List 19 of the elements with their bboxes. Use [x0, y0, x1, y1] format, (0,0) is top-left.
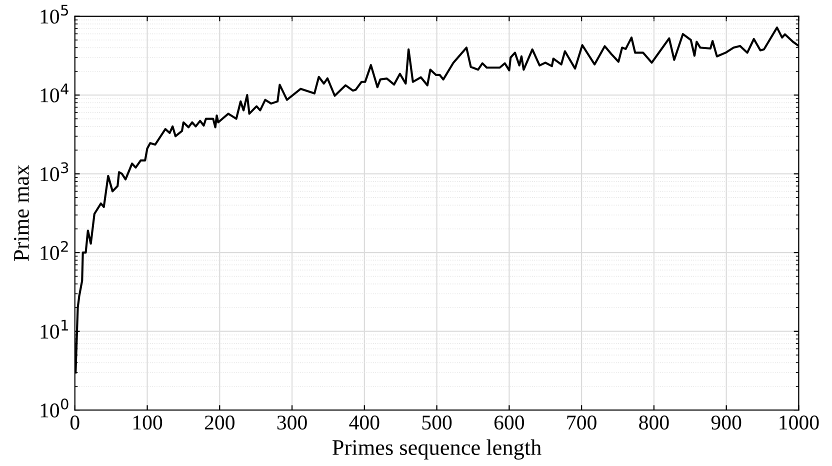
y-tick-label: 10$^{4}$ [40, 84, 68, 102]
x-tick-label: 700 [567, 416, 596, 430]
x-axis-title: Primes sequence length [332, 439, 542, 460]
y-tick-label: 10$^{5}$ [40, 4, 68, 24]
y-tick-label: 10$^{3}$ [40, 162, 68, 182]
x-tick-label: 800 [639, 416, 669, 430]
x-tick-label: 100 [133, 416, 162, 430]
x-tick-label: 900 [711, 416, 742, 430]
y-tick-label: 10$^{0}$ [40, 398, 68, 418]
x-tick-label: 1000 [780, 416, 819, 430]
y-axis-title: Prime max [14, 165, 29, 262]
x-tick-label: 400 [349, 416, 380, 430]
x-tick-label: 200 [204, 416, 234, 430]
x-tick-label: 0 [70, 416, 80, 430]
y-tick-label: 10$^{1}$ [40, 320, 68, 339]
y-tick-label: 10$^{2}$ [40, 240, 68, 260]
x-tick-label: 600 [494, 416, 524, 430]
x-tick-label: 500 [422, 416, 452, 430]
x-tick-label: 300 [277, 416, 307, 430]
